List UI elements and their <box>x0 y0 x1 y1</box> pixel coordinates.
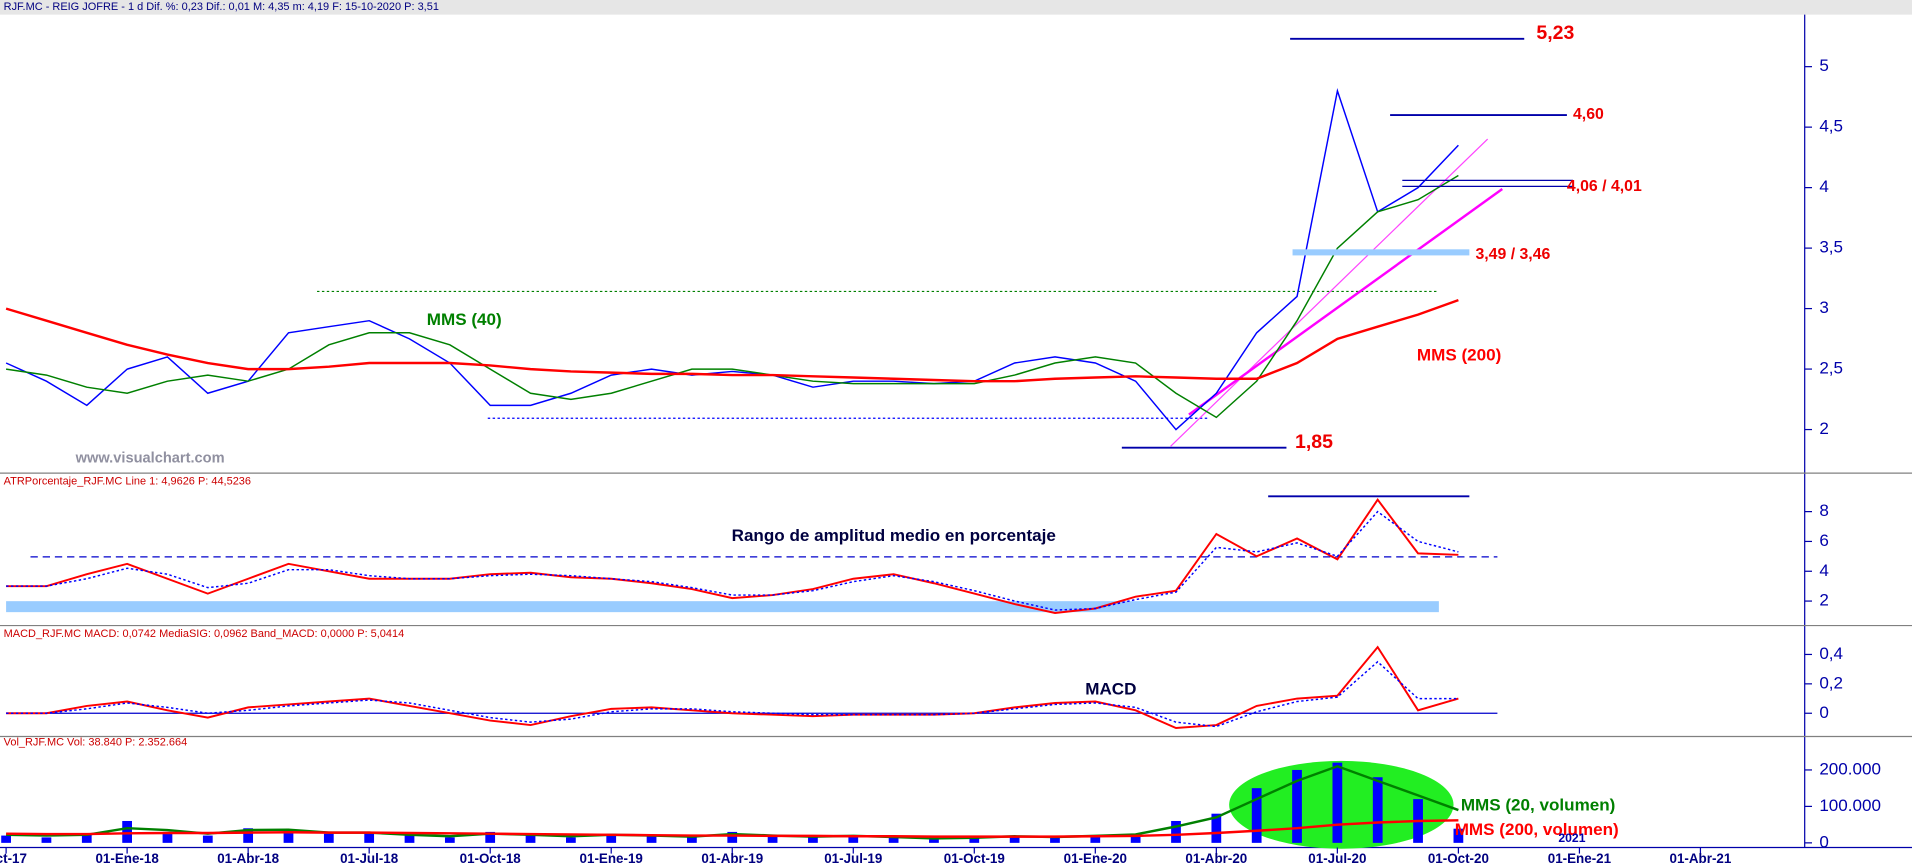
volume-bar <box>1171 820 1181 843</box>
volume-bar <box>243 828 254 843</box>
x-tick-label: 01-Ene-19 <box>580 851 643 866</box>
volume-bar <box>888 837 899 843</box>
panel-header: Vol_RJF.MC Vol: 38.840 P: 2.352.664 <box>4 737 188 749</box>
level-band <box>1292 249 1470 256</box>
panel-header: ATRPorcentaje_RJF.MC Line 1: 4,9626 P: 4… <box>4 476 251 488</box>
level-label: 4,60 <box>1573 106 1604 123</box>
y-tick-label: 4 <box>1819 561 1829 580</box>
level-label: 4,06 / 4,01 <box>1567 178 1642 195</box>
x-tick-label: 01-Jul-18 <box>340 851 399 866</box>
annotation: MACD <box>1085 680 1136 699</box>
panel-header: RJF.MC - REIG JOFRE - 1 d Dif. %: 0,23 D… <box>4 1 439 13</box>
atr-band <box>6 601 1439 613</box>
series-label: MMS (40) <box>427 310 502 329</box>
y-tick-label: 2 <box>1819 419 1829 438</box>
series-line <box>6 498 1459 614</box>
series-label: MMS (200, volumen) <box>1455 820 1619 839</box>
volume-bar <box>1050 837 1060 843</box>
x-tick-label: 01-Oct-18 <box>460 851 522 866</box>
x-tick-label: 01-Jul-19 <box>824 851 882 866</box>
volume-bar <box>1009 835 1020 843</box>
x-tick-label: 01-Oct-20 <box>1428 851 1489 866</box>
volume-bar <box>687 837 697 843</box>
y-tick-label: 2,5 <box>1819 359 1843 378</box>
series-line <box>6 764 1459 840</box>
volume-bar <box>606 833 617 843</box>
y-tick-label: 100.000 <box>1819 796 1881 815</box>
level-label: 5,23 <box>1536 22 1574 44</box>
trend-line <box>1188 188 1503 416</box>
y-tick-label: 200.000 <box>1819 759 1881 778</box>
y-tick-label: 0,2 <box>1819 673 1843 692</box>
volume-bar <box>1372 777 1383 843</box>
y-tick-label: 4,5 <box>1819 117 1843 136</box>
panel-header: MACD_RJF.MC MACD: 0,0742 MediaSIG: 0,096… <box>4 628 405 640</box>
x-tick-label: 01-Ene-21 <box>1548 851 1612 866</box>
annotation: www.visualchart.com <box>75 450 225 466</box>
volume-bar <box>404 835 415 843</box>
series-label: MMS (200) <box>1417 346 1501 365</box>
volume-bar <box>485 831 496 843</box>
volume-bar <box>969 837 980 843</box>
series-line <box>6 645 1459 729</box>
x-tick-label: 01-Jul-20 <box>1308 851 1366 866</box>
y-tick-label: 3,5 <box>1819 238 1843 257</box>
y-tick-label: 4 <box>1819 177 1829 196</box>
series-label: MMS (20, volumen) <box>1461 796 1616 815</box>
x-tick-label: Oct-17 <box>0 851 27 866</box>
volume-bar <box>848 835 859 843</box>
y-tick-label: 0 <box>1819 703 1829 722</box>
volume-bar <box>41 837 52 843</box>
volume-bar <box>1130 833 1141 843</box>
volume-bar <box>808 837 818 843</box>
y-tick-label: 3 <box>1819 298 1829 317</box>
x-tick-label: 01-Oct-19 <box>944 851 1005 866</box>
volume-bar <box>323 833 334 843</box>
volume-bar <box>1211 813 1222 843</box>
volume-bar <box>1292 769 1302 843</box>
x-tick-label: 01-Abr-20 <box>1185 851 1247 866</box>
volume-bar <box>727 831 738 843</box>
volume-bar <box>525 835 536 843</box>
title-bar <box>0 0 1912 15</box>
volume-bar <box>162 831 173 843</box>
y-tick-label: 0 <box>1819 832 1829 851</box>
volume-bar <box>1251 788 1262 843</box>
series-line <box>6 819 1459 838</box>
volume-bar <box>646 835 657 843</box>
volume-bar <box>81 833 92 843</box>
x-tick-label: 01-Ene-20 <box>1064 851 1127 866</box>
y-tick-label: 5 <box>1819 56 1829 75</box>
volume-bar <box>1332 762 1343 843</box>
volume-bar <box>1090 835 1101 843</box>
level-label: 1,85 <box>1295 431 1333 453</box>
level-label: 3,49 / 3,46 <box>1475 246 1550 263</box>
x-tick-label: 01-Abr-19 <box>701 851 763 866</box>
annotation: 2021 <box>1558 831 1585 845</box>
annotation: Rango de amplitud medio en porcentaje <box>732 526 1056 545</box>
y-tick-label: 6 <box>1819 531 1829 550</box>
y-tick-label: 8 <box>1819 501 1829 520</box>
y-tick-label: 0,4 <box>1819 644 1843 663</box>
volume-bar <box>202 835 213 843</box>
x-tick-label: 01-Abr-21 <box>1670 851 1732 866</box>
volume-bar <box>767 835 778 843</box>
volume-bar <box>1453 828 1464 843</box>
volume-bar <box>565 837 576 843</box>
series-line <box>5 298 1459 383</box>
x-tick-label: 01-Ene-18 <box>95 851 159 866</box>
y-tick-label: 2 <box>1819 591 1829 610</box>
volume-bar <box>1 835 11 843</box>
volume-bar <box>929 839 939 843</box>
x-tick-label: 01-Abr-18 <box>217 851 279 866</box>
volume-bar <box>283 830 294 843</box>
volume-bar <box>364 831 375 843</box>
series-line <box>5 174 1459 419</box>
volume-bar <box>122 820 132 843</box>
volume-bar <box>444 837 455 843</box>
